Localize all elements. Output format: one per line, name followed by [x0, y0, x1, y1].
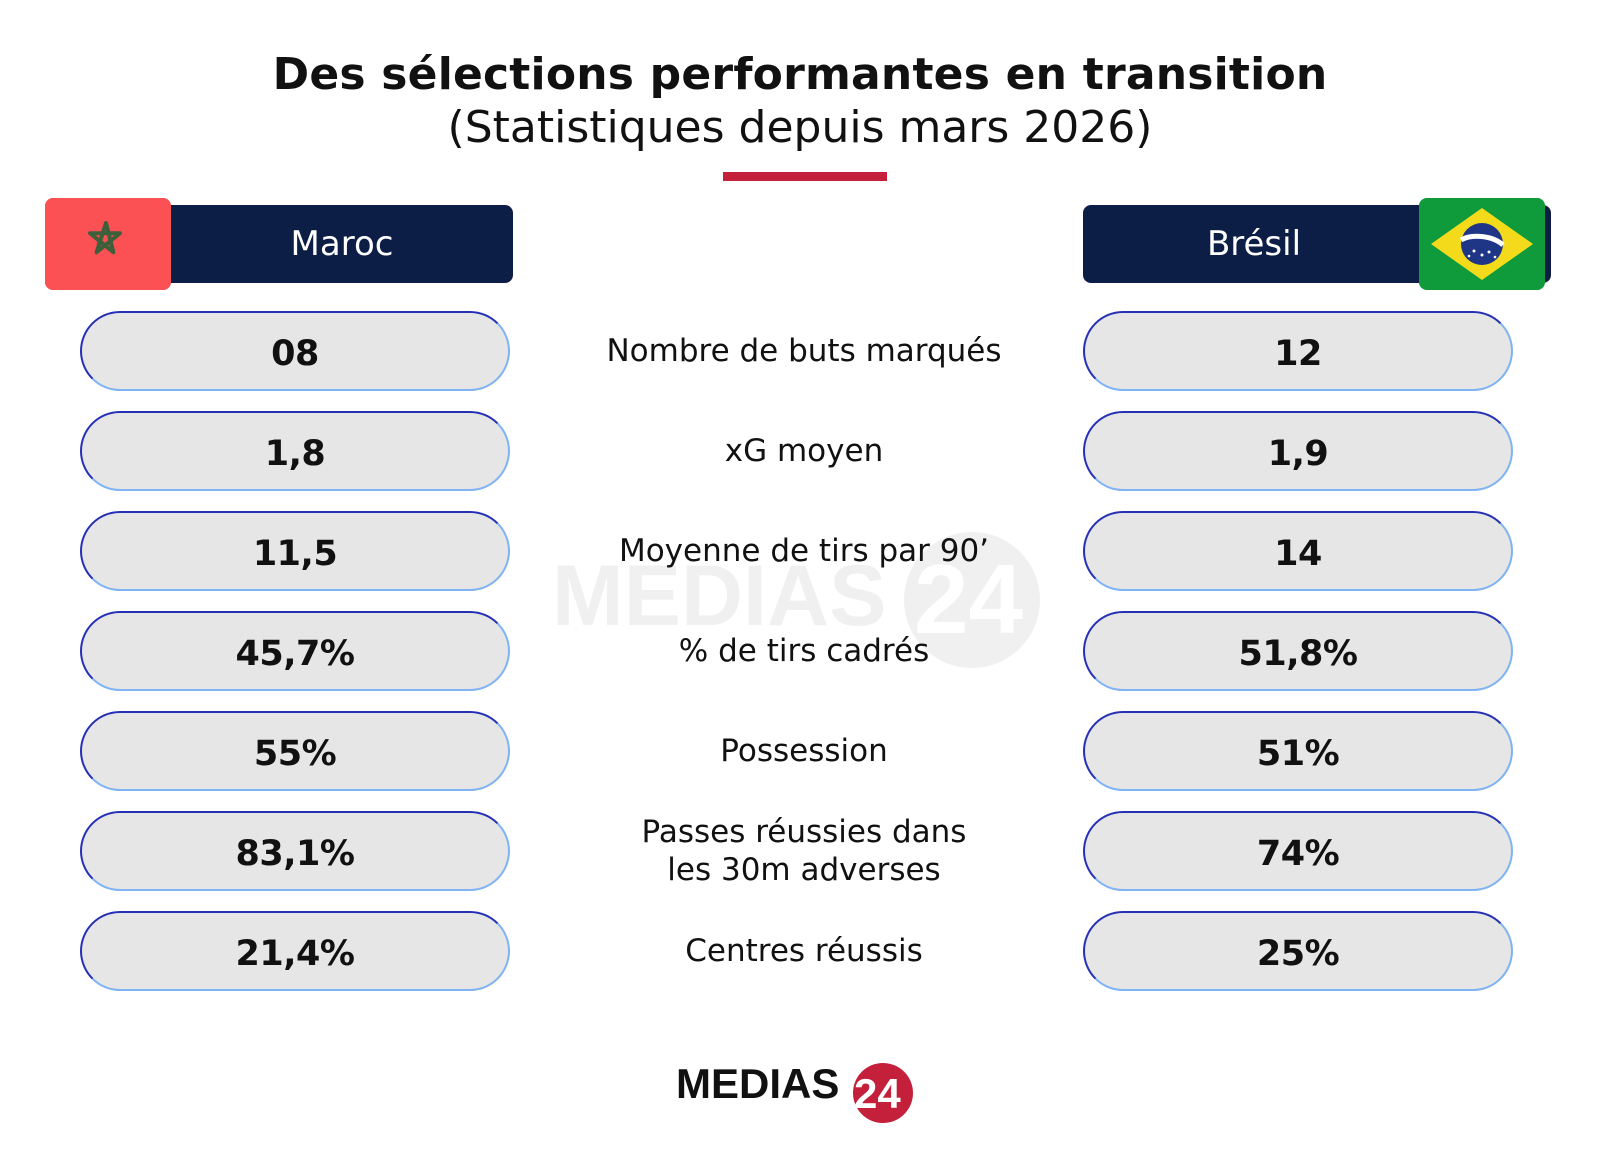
maroc-value-pill: 08	[80, 311, 510, 391]
watermark-number-text: 24	[914, 544, 1023, 654]
stat-label: Nombre de buts marqués	[606, 333, 1002, 369]
logo-number-text: 24	[854, 1070, 901, 1117]
stat-label: % de tirs cadrés	[678, 633, 930, 669]
stat-label: Possession	[720, 733, 888, 769]
stat-row: 1,8 xG moyen 1,9	[0, 411, 1600, 491]
maroc-value-pill: 45,7%	[80, 611, 510, 691]
watermark-medias-text: MEDIAS	[552, 548, 886, 644]
team-name-maroc: Maroc	[290, 224, 394, 264]
morocco-flag-graphic	[45, 198, 171, 290]
maroc-value-pill: 21,4%	[80, 911, 510, 991]
team-name-bresil: Brésil	[1206, 224, 1302, 264]
logo-medias-text: MEDIAS	[676, 1060, 839, 1107]
maroc-value-pill: 11,5	[80, 511, 510, 591]
medias24-logo: MEDIAS 24	[676, 1060, 913, 1123]
bresil-value-pill: 14	[1083, 511, 1513, 591]
stat-row: 45,7% % de tirs cadrés 51,8%	[0, 611, 1600, 691]
bresil-value-pill: 74%	[1083, 811, 1513, 891]
bresil-value-pill: 12	[1083, 311, 1513, 391]
stat-row: 08 Nombre de buts marqués 12	[0, 311, 1600, 391]
stat-row: 11,5 Moyenne de tirs par 90’ 14	[0, 511, 1600, 591]
brazil-flag-icon	[1419, 198, 1545, 290]
maroc-value-pill: 83,1%	[80, 811, 510, 891]
maroc-value-pill: 55%	[80, 711, 510, 791]
medias24-watermark: MEDIAS 24	[552, 532, 1040, 668]
morocco-flag-icon	[45, 198, 171, 290]
stat-label: Centres réussis	[685, 933, 923, 969]
stat-row: 21,4% Centres réussis 25%	[0, 911, 1600, 991]
stat-row: 55% Possession 51%	[0, 711, 1600, 791]
stat-label: Passes réussies dans les 30m adverses	[641, 814, 967, 888]
bresil-value-pill: 51%	[1083, 711, 1513, 791]
watermark-number-badge	[904, 532, 1040, 668]
bresil-value-pill: 1,9	[1083, 411, 1513, 491]
stat-row: 83,1% Passes réussies dans les 30m advers…	[0, 811, 1600, 891]
stat-label: xG moyen	[724, 433, 884, 469]
bresil-value-pill: 51,8%	[1083, 611, 1513, 691]
chart-title: Des sélections performantes en transitio…	[272, 49, 1328, 100]
title-accent-line	[723, 172, 887, 181]
logo-number-badge	[853, 1063, 913, 1123]
chart-subtitle: (Statistiques depuis mars 2026)	[447, 102, 1153, 153]
stat-label: Moyenne de tirs par 90’	[618, 533, 990, 569]
maroc-value-pill: 1,8	[80, 411, 510, 491]
brazil-flag-graphic	[1419, 198, 1545, 290]
bresil-value-pill: 25%	[1083, 911, 1513, 991]
